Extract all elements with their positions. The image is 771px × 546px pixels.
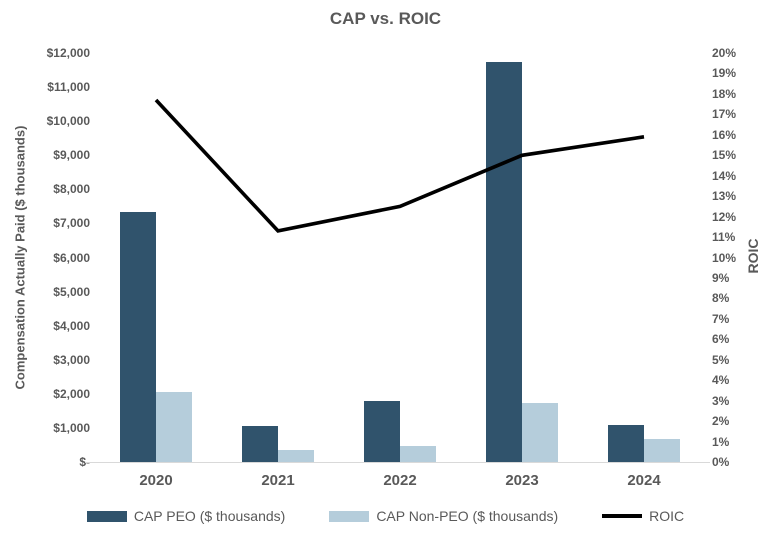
x-axis-label: 2021 <box>261 472 295 489</box>
roic-line <box>154 98 645 233</box>
left-axis-tick: $6,000 <box>53 250 90 265</box>
x-axis-label: 2020 <box>139 472 173 489</box>
left-axis-tick: $9,000 <box>53 148 90 163</box>
right-axis-tick: 10% <box>712 250 737 265</box>
x-axis-label: 2023 <box>505 472 539 489</box>
left-axis-tick: $2,000 <box>53 386 90 401</box>
left-axis-tick: $11,000 <box>47 80 90 95</box>
left-axis-tick: $10,000 <box>46 114 90 129</box>
left-axis-tick: $7,000 <box>53 216 90 231</box>
right-axis-tick: 14% <box>712 168 737 183</box>
right-axis-tick: 7% <box>712 311 730 326</box>
bar-cap-non-peo <box>278 450 314 462</box>
left-axis-title: Compensation Actually Paid ($ thousands) <box>12 125 28 390</box>
right-axis-tick: 8% <box>712 291 730 306</box>
chart-title: CAP vs. ROIC <box>329 9 442 28</box>
legend-item: CAP PEO ($ thousands) <box>86 508 286 524</box>
legend-line-swatch <box>602 514 643 518</box>
right-axis-tick: 5% <box>712 352 730 367</box>
right-axis-tick: 20% <box>712 46 737 60</box>
right-axis-tick: 6% <box>712 332 730 347</box>
x-axis-baseline <box>85 462 710 463</box>
right-axis-tick: 1% <box>712 434 730 449</box>
x-axis-label: 2024 <box>627 472 661 489</box>
legend-item: ROIC <box>602 508 684 524</box>
bar-cap-peo <box>242 426 278 462</box>
left-axis-tick: $3,000 <box>53 352 90 367</box>
right-axis-tick: 4% <box>712 373 730 388</box>
bar-cap-non-peo <box>400 445 436 462</box>
plot-area <box>95 53 705 462</box>
legend-label: CAP Non-PEO ($ thousands) <box>376 508 559 524</box>
legend-bar-swatch <box>329 510 370 522</box>
legend: CAP PEO ($ thousands) CAP Non-PEO ($ thou… <box>0 508 771 524</box>
x-axis-label: 2022 <box>383 472 417 489</box>
left-axis-tick: $- <box>79 455 90 469</box>
bar-cap-peo <box>486 61 522 462</box>
right-axis-tick: 13% <box>712 189 737 204</box>
bar-cap-non-peo <box>156 392 192 462</box>
right-axis-tick: 15% <box>712 148 737 163</box>
bar-cap-peo <box>608 424 644 462</box>
right-axis-tick: 2% <box>712 414 730 429</box>
right-axis-tick: 3% <box>712 393 730 408</box>
bar-cap-peo <box>364 400 400 462</box>
left-axis-tick: $8,000 <box>53 182 90 197</box>
legend-label: CAP PEO ($ thousands) <box>133 508 286 524</box>
bar-cap-non-peo <box>644 438 680 462</box>
left-axis-tick: $4,000 <box>53 318 90 333</box>
right-axis-tick: 11% <box>712 230 736 245</box>
bar-cap-non-peo <box>522 403 558 462</box>
left-axis-tick: $5,000 <box>53 284 90 299</box>
right-axis-tick: 17% <box>712 107 737 122</box>
right-axis-tick: 0% <box>712 455 730 469</box>
legend-item: CAP Non-PEO ($ thousands) <box>329 508 558 524</box>
left-axis-tick: $12,000 <box>46 46 90 60</box>
right-axis-tick: 9% <box>712 270 730 285</box>
right-axis-tick: 16% <box>712 127 737 142</box>
right-axis-tick: 18% <box>712 86 737 101</box>
left-axis-tick: $1,000 <box>53 420 90 435</box>
legend-bar-swatch <box>86 510 127 522</box>
legend-label: ROIC <box>649 508 685 524</box>
right-axis-tick: 19% <box>712 66 737 81</box>
right-axis-tick: 12% <box>712 209 737 224</box>
bar-cap-peo <box>120 211 156 462</box>
